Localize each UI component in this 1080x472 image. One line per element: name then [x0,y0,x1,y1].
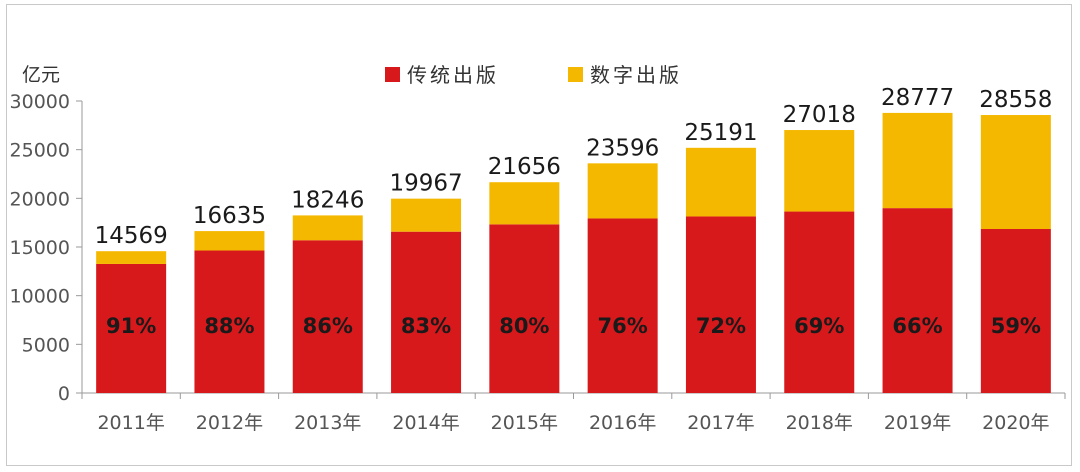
share-label: 76% [598,314,648,338]
bar-traditional [489,224,560,393]
legend: 传统出版 数字出版 [385,63,682,87]
y-tick-label: 20000 [10,188,70,210]
x-tick-label: 2013年 [294,412,361,434]
share-label: 83% [401,314,451,338]
share-label: 72% [696,314,746,338]
legend-swatch-traditional [385,67,400,82]
x-tick-label: 2012年 [196,412,263,434]
y-tick-label: 15000 [10,237,70,259]
bar-digital [194,231,265,251]
x-tick-label: 2017年 [687,412,754,434]
x-tick-label: 2011年 [97,412,164,434]
total-label: 28777 [881,85,954,111]
bar-digital [292,215,363,241]
bar-traditional [685,216,756,393]
x-tick-label: 2014年 [392,412,459,434]
share-label: 91% [106,314,156,338]
total-label: 27018 [783,102,856,128]
share-label: 86% [303,314,353,338]
total-label: 14569 [95,223,168,249]
bar-traditional [194,250,265,393]
bar-digital [685,147,756,217]
y-tick-label: 10000 [10,286,70,308]
x-tick-label: 2020年 [982,412,1049,434]
bar-traditional [587,218,658,393]
legend-label-traditional: 传统出版 [407,63,499,87]
bar-traditional [980,229,1051,393]
total-label: 21656 [488,154,561,180]
x-tick-label: 2015年 [491,412,558,434]
y-tick-label: 0 [58,383,70,405]
share-label: 88% [204,314,254,338]
total-label: 25191 [684,120,757,146]
bar-digital [391,198,462,232]
share-label: 59% [991,314,1041,338]
share-label: 80% [499,314,549,338]
bar-traditional [292,240,363,393]
bar-digital [980,115,1051,230]
y-tick-label: 30000 [10,91,70,113]
y-tick-label: 5000 [22,334,70,356]
total-label: 19967 [389,171,462,197]
legend-swatch-digital [568,67,583,82]
bar-digital [489,182,560,225]
share-label: 69% [794,314,844,338]
legend-label-digital: 数字出版 [590,63,682,87]
share-label: 66% [892,314,942,338]
total-label: 16635 [193,203,266,229]
bar-traditional [784,211,855,393]
total-label: 28558 [979,87,1052,113]
bar-traditional [96,263,167,393]
x-tick-label: 2019年 [884,412,951,434]
y-tick-label: 25000 [10,140,70,162]
x-tick-label: 2016年 [589,412,656,434]
bar-traditional [882,208,953,393]
bar-digital [784,130,855,212]
bar-digital [96,251,167,264]
bars [96,112,1051,393]
bar-digital [587,163,658,219]
y-unit-label: 亿元 [22,64,60,86]
labels: 14569 91% 2011年 16635 88% 2012年 18246 86% 2013年 1… [95,85,1053,434]
bar-traditional [391,231,462,393]
total-label: 18246 [291,187,364,213]
total-label: 23596 [586,135,659,161]
bar-digital [882,112,953,209]
x-tick-label: 2018年 [786,412,853,434]
